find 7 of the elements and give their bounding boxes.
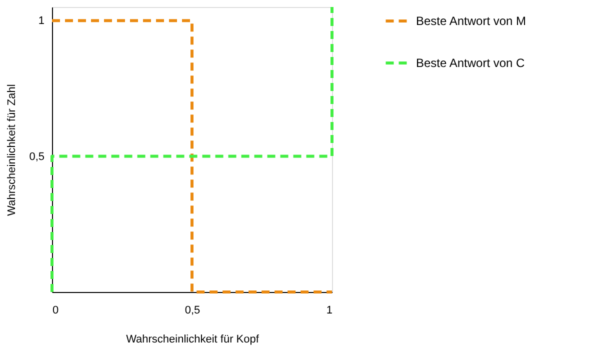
legend-label: Beste Antwort von C: [416, 56, 526, 70]
legend-label: Beste Antwort von M: [416, 14, 526, 28]
x-tick-label: 1: [326, 304, 332, 316]
x-axis-title: Wahrscheinlichkeit für Kopf: [126, 334, 260, 346]
x-tick-label: 0,5: [184, 304, 200, 316]
y-axis-title: Wahrscheinlichkeit für Zahl: [6, 84, 18, 216]
x-tick-label: 0: [52, 304, 59, 316]
